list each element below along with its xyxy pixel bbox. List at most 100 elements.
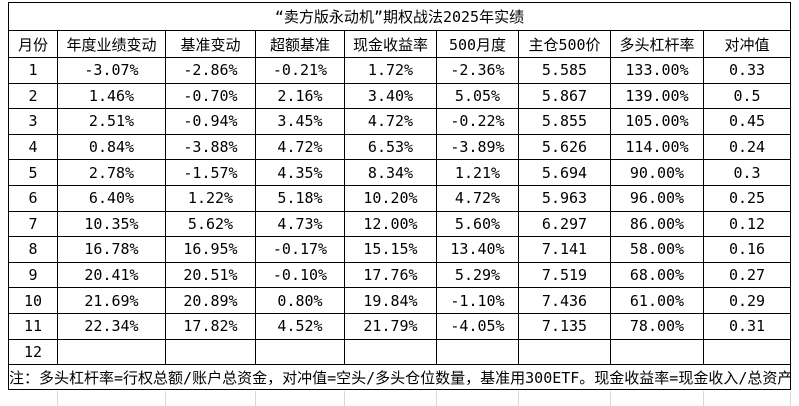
data-cell[interactable]: 5.626 [518,133,611,161]
data-cell[interactable] [610,338,704,366]
month-cell[interactable]: 12 [8,338,58,366]
data-cell[interactable]: 22.34% [57,312,166,340]
data-cell[interactable]: 5.18% [255,184,345,212]
data-cell[interactable]: 10.20% [344,184,437,212]
data-cell[interactable]: 16.78% [57,236,166,263]
data-cell[interactable]: 5.62% [165,210,256,238]
data-cell[interactable]: 5.60% [436,210,519,238]
data-cell[interactable]: 6.40% [57,184,166,212]
data-cell[interactable]: 6.297 [518,210,611,238]
data-cell[interactable]: 7.519 [518,261,611,289]
data-cell[interactable]: 17.76% [344,261,437,289]
data-cell[interactable]: 17.82% [165,312,256,340]
data-cell[interactable] [702,338,792,366]
month-cell[interactable]: 2 [8,82,58,110]
data-cell[interactable]: -3.89% [436,133,519,161]
month-cell[interactable]: 9 [8,261,58,289]
data-cell[interactable]: 21.69% [57,287,166,314]
data-cell[interactable]: -0.21% [255,57,345,84]
month-cell[interactable]: 10 [8,287,58,314]
data-cell[interactable]: -4.05% [436,312,519,340]
table-title[interactable]: “卖方版永动机”期权战法2025年实绩 [7,2,792,31]
data-cell[interactable]: 5.855 [518,108,611,135]
data-cell[interactable]: 1.72% [344,57,437,84]
data-cell[interactable]: 0.31 [702,312,792,340]
data-cell[interactable]: -3.88% [165,133,256,161]
column-header[interactable]: 对冲值 [702,30,792,58]
data-cell[interactable]: 7.141 [518,236,611,263]
data-cell[interactable]: 16.95% [165,236,256,263]
data-cell[interactable]: 0.24 [702,133,792,161]
data-cell[interactable]: 133.00% [610,57,704,84]
column-header[interactable]: 主仓500价 [518,30,611,58]
data-cell[interactable]: 78.00% [610,312,704,340]
data-cell[interactable]: 1.21% [436,159,519,186]
data-cell[interactable]: 4.72% [255,133,345,161]
month-cell[interactable]: 1 [8,57,58,84]
month-cell[interactable]: 7 [8,210,58,238]
column-header[interactable]: 500月度 [436,30,519,58]
data-cell[interactable]: 20.89% [165,287,256,314]
data-cell[interactable]: -0.10% [255,261,345,289]
month-cell[interactable]: 6 [8,184,58,212]
data-cell[interactable]: 15.15% [344,236,437,263]
data-cell[interactable]: 7.135 [518,312,611,340]
data-cell[interactable]: 0.84% [57,133,166,161]
data-cell[interactable]: 2.16% [255,82,345,110]
data-cell[interactable]: 5.694 [518,159,611,186]
data-cell[interactable] [344,338,437,366]
data-cell[interactable]: 8.34% [344,159,437,186]
data-cell[interactable]: 114.00% [610,133,704,161]
data-cell[interactable]: 61.00% [610,287,704,314]
data-cell[interactable]: 139.00% [610,82,704,110]
data-cell[interactable]: -2.36% [436,57,519,84]
data-cell[interactable]: 1.22% [165,184,256,212]
data-cell[interactable]: 6.53% [344,133,437,161]
data-cell[interactable]: 0.29 [702,287,792,314]
data-cell[interactable]: 10.35% [57,210,166,238]
data-cell[interactable]: 105.00% [610,108,704,135]
data-cell[interactable]: 5.29% [436,261,519,289]
data-cell[interactable]: -0.94% [165,108,256,135]
data-cell[interactable]: 3.45% [255,108,345,135]
data-cell[interactable]: 13.40% [436,236,519,263]
data-cell[interactable]: 0.5 [702,82,792,110]
footnote-cell[interactable]: 注：多头杠杆率=行权总额/账户总资金，对冲值=空头/多头仓位数量，基准用300E… [7,364,792,391]
data-cell[interactable]: 86.00% [610,210,704,238]
data-cell[interactable]: 4.52% [255,312,345,340]
data-cell[interactable]: 0.25 [702,184,792,212]
data-cell[interactable] [518,338,611,366]
data-cell[interactable]: -0.22% [436,108,519,135]
data-cell[interactable]: 5.585 [518,57,611,84]
data-cell[interactable]: 0.45 [702,108,792,135]
column-header[interactable]: 月份 [8,30,58,58]
data-cell[interactable]: 0.16 [702,236,792,263]
data-cell[interactable]: 21.79% [344,312,437,340]
data-cell[interactable]: -0.70% [165,82,256,110]
data-cell[interactable]: 1.46% [57,82,166,110]
column-header[interactable]: 现金收益率 [344,30,437,58]
month-cell[interactable]: 3 [8,108,58,135]
data-cell[interactable] [255,338,345,366]
data-cell[interactable] [165,338,256,366]
month-cell[interactable]: 8 [8,236,58,263]
data-cell[interactable]: -0.17% [255,236,345,263]
column-header[interactable]: 年度业绩变动 [57,30,166,58]
data-cell[interactable]: 0.27 [702,261,792,289]
column-header[interactable]: 基准变动 [165,30,256,58]
data-cell[interactable]: -1.10% [436,287,519,314]
data-cell[interactable]: 4.73% [255,210,345,238]
data-cell[interactable]: 4.35% [255,159,345,186]
data-cell[interactable]: 4.72% [344,108,437,135]
data-cell[interactable]: 0.3 [702,159,792,186]
month-cell[interactable]: 5 [8,159,58,186]
data-cell[interactable]: 12.00% [344,210,437,238]
data-cell[interactable]: 5.05% [436,82,519,110]
column-header[interactable]: 超额基准 [255,30,345,58]
column-header[interactable]: 多头杠杆率 [610,30,704,58]
data-cell[interactable]: 5.867 [518,82,611,110]
data-cell[interactable] [57,338,166,366]
data-cell[interactable]: 0.33 [702,57,792,84]
data-cell[interactable]: 19.84% [344,287,437,314]
data-cell[interactable]: 0.12 [702,210,792,238]
